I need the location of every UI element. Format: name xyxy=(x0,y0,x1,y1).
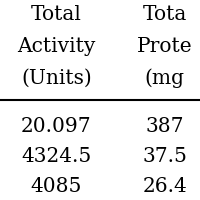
Text: Tota: Tota xyxy=(142,5,186,23)
Text: 387: 387 xyxy=(145,117,183,135)
Text: 37.5: 37.5 xyxy=(142,147,186,165)
Text: Total: Total xyxy=(31,5,81,23)
Text: (Units): (Units) xyxy=(21,69,91,87)
Text: 26.4: 26.4 xyxy=(142,177,186,195)
Text: (mg: (mg xyxy=(144,68,184,88)
Text: 4085: 4085 xyxy=(30,177,82,195)
Text: Prote: Prote xyxy=(136,37,192,55)
Text: Activity: Activity xyxy=(17,37,95,55)
Text: 4324.5: 4324.5 xyxy=(21,147,91,165)
Text: 20.097: 20.097 xyxy=(21,117,91,135)
